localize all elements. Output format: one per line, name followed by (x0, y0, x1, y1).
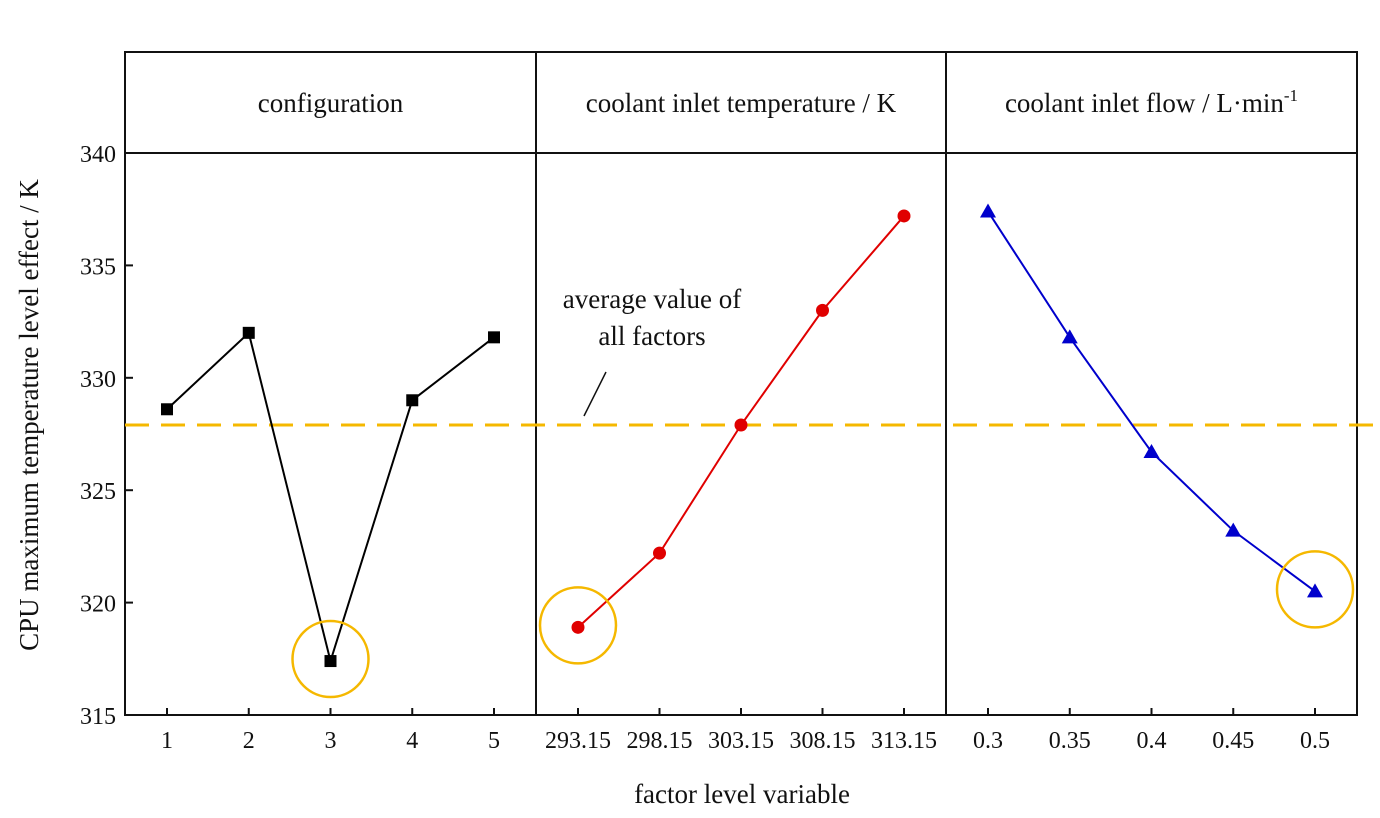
data-point (161, 403, 173, 416)
data-point (734, 418, 748, 432)
y-axis-label: CPU maximum temperature level effect / K (14, 179, 44, 651)
panel-title-superscript: -1 (1284, 86, 1298, 105)
panel-plot-box (124, 152, 537, 716)
x-tick-label: 303.15 (708, 728, 774, 754)
y-tick-label: 325 (80, 479, 116, 505)
x-tick-label: 0.4 (1137, 728, 1167, 754)
series-line-3 (987, 210, 1316, 593)
y-tick-label: 330 (80, 367, 116, 393)
x-tick-label: 4 (406, 728, 418, 754)
data-point (406, 394, 419, 407)
annotation-leader (583, 371, 607, 417)
data-point (897, 209, 911, 223)
data-point (324, 655, 337, 668)
x-tick-label: 308.15 (790, 728, 856, 754)
panel-3 (945, 51, 1358, 716)
panel-title-text: configuration (258, 88, 404, 118)
x-tick-label: 5 (488, 728, 500, 754)
data-point (980, 203, 996, 218)
data-point (1225, 522, 1242, 537)
panel-title-text: coolant inlet flow / L·min (1005, 88, 1284, 118)
y-tick-label: 340 (80, 142, 116, 168)
y-tick-label: 315 (80, 704, 116, 730)
highlight-circle (1275, 550, 1355, 629)
y-tick-label: 320 (80, 592, 116, 618)
x-tick-label: 0.3 (973, 728, 1003, 754)
x-tick-label: 313.15 (871, 728, 937, 754)
annotation-line-1: average value of (563, 284, 741, 314)
annotation-line-2: all factors (598, 321, 705, 351)
data-point (488, 331, 500, 344)
x-tick-label: 0.45 (1212, 728, 1254, 754)
x-tick-label: 2 (243, 728, 255, 754)
x-tick-label: 1 (161, 728, 173, 754)
data-point (816, 303, 829, 317)
data-point (1143, 443, 1160, 458)
panel-1 (124, 51, 537, 716)
x-axis-label: factor level variable (634, 779, 850, 809)
highlight-circle (538, 586, 618, 665)
data-point (571, 620, 585, 634)
series-line-1 (166, 330, 495, 665)
data-point (242, 326, 255, 339)
panel-title-text: coolant inlet temperature / K (586, 88, 897, 118)
data-point (1061, 329, 1078, 344)
panel-plot-box (945, 152, 1358, 716)
panel-title: coolant inlet temperature / K (586, 88, 897, 118)
x-tick-label: 293.15 (545, 728, 611, 754)
panel-title: configuration (258, 88, 404, 118)
x-tick-label: 0.5 (1300, 728, 1330, 754)
y-tick-label: 335 (80, 254, 116, 280)
panel-title: coolant inlet flow / L·min-1 (1005, 86, 1298, 118)
x-tick-label: 0.35 (1049, 728, 1091, 754)
data-point (1307, 583, 1323, 598)
x-tick-label: 3 (325, 728, 337, 754)
data-point (653, 546, 666, 560)
x-tick-label: 298.15 (627, 728, 693, 754)
highlight-circle (291, 619, 370, 699)
panel-2 (535, 51, 947, 716)
